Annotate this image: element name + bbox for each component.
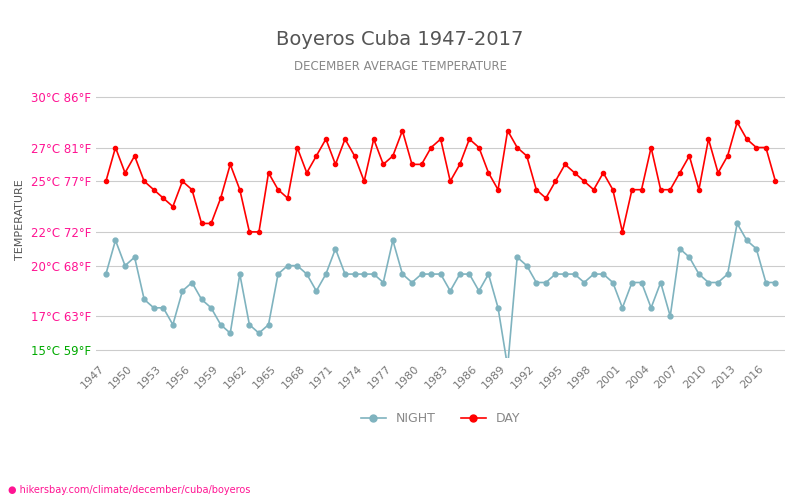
Text: Boyeros Cuba 1947-2017: Boyeros Cuba 1947-2017	[276, 30, 524, 49]
Legend: NIGHT, DAY: NIGHT, DAY	[356, 407, 526, 430]
Text: ● hikersbay.com/climate/december/cuba/boyeros: ● hikersbay.com/climate/december/cuba/bo…	[8, 485, 250, 495]
Text: DECEMBER AVERAGE TEMPERATURE: DECEMBER AVERAGE TEMPERATURE	[294, 60, 506, 73]
Y-axis label: TEMPERATURE: TEMPERATURE	[15, 179, 25, 260]
